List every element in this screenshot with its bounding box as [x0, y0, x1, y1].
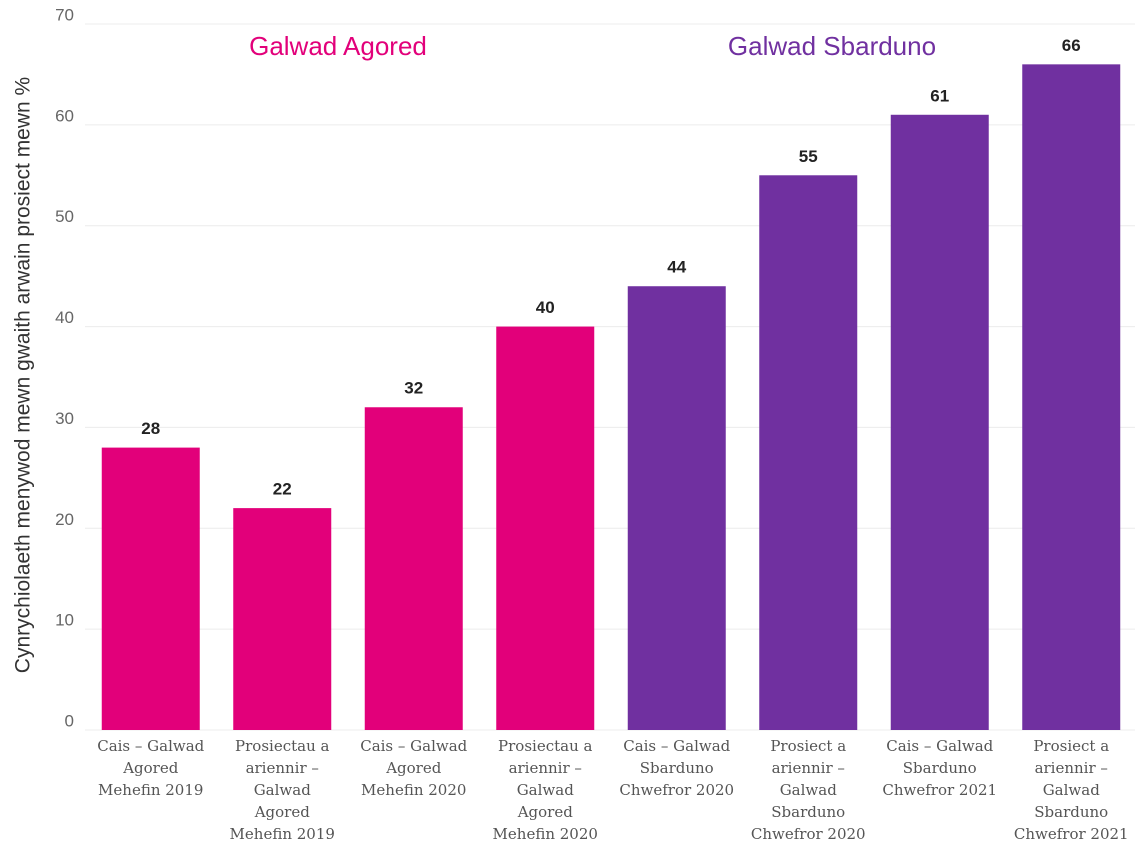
y-tick-label: 50 — [55, 207, 74, 226]
x-tick-label: Agored — [122, 759, 179, 777]
x-tick-label: Sbarduno — [1034, 803, 1108, 821]
y-tick-label: 30 — [55, 409, 74, 428]
x-tick-label: ariennir – — [772, 759, 845, 777]
x-tick-label: Cais – Galwad — [360, 737, 467, 755]
value-label: 61 — [930, 86, 949, 105]
x-tick-label: Agored — [385, 759, 442, 777]
x-tick-label: Mehefin 2020 — [361, 781, 466, 799]
x-tick-label: Cais – Galwad — [97, 737, 204, 755]
bar — [1022, 64, 1121, 731]
bar — [233, 508, 332, 730]
x-tick-label: Prosiectau a — [498, 737, 592, 755]
x-tick-label: Sbarduno — [903, 759, 977, 777]
y-tick-label: 10 — [55, 611, 74, 630]
annotation: Galwad Sbarduno — [728, 31, 936, 61]
x-tick-label: Mehefin 2019 — [230, 825, 335, 843]
bar — [759, 175, 858, 731]
x-tick-label: Sbarduno — [771, 803, 845, 821]
x-tick-label: Galwad — [254, 781, 312, 799]
x-tick-label: Chwefror 2020 — [751, 825, 866, 843]
x-tick-label: Chwefror 2021 — [1014, 825, 1129, 843]
y-tick-label: 60 — [55, 106, 74, 125]
x-tick-label: Galwad — [1043, 781, 1101, 799]
value-label: 55 — [799, 147, 818, 166]
bar — [627, 286, 726, 730]
x-tick-label: Agored — [254, 803, 311, 821]
x-tick-label: Cais – Galwad — [623, 737, 730, 755]
x-tick-label: Agored — [517, 803, 574, 821]
value-label: 44 — [667, 258, 686, 277]
annotation: Galwad Agored — [249, 31, 427, 61]
x-tick-label: Mehefin 2019 — [98, 781, 203, 799]
x-tick-label: ariennir – — [1035, 759, 1108, 777]
value-label: 40 — [536, 298, 555, 317]
x-tick-label: Sbarduno — [640, 759, 714, 777]
bar — [496, 326, 595, 730]
y-tick-label: 0 — [65, 711, 74, 730]
x-tick-label: Galwad — [780, 781, 838, 799]
bar — [364, 407, 463, 730]
x-tick-label: Cais – Galwad — [886, 737, 993, 755]
x-tick-label: Chwefror 2021 — [882, 781, 997, 799]
x-tick-label: Prosiectau a — [235, 737, 329, 755]
value-label: 66 — [1062, 36, 1081, 55]
x-tick-label: Prosiect a — [1033, 737, 1109, 755]
value-label: 28 — [141, 419, 160, 438]
bar — [101, 447, 200, 730]
x-tick-label: Galwad — [517, 781, 575, 799]
y-axis-label: Cynrychiolaeth menywod mewn gwaith arwai… — [12, 77, 35, 673]
x-tick-label: ariennir – — [509, 759, 582, 777]
y-tick-label: 40 — [55, 308, 74, 327]
value-label: 22 — [273, 480, 292, 499]
bar — [890, 114, 989, 731]
y-tick-label: 70 — [55, 5, 74, 24]
x-tick-label: Mehefin 2020 — [493, 825, 598, 843]
x-tick-label: ariennir – — [246, 759, 319, 777]
x-tick-label: Prosiect a — [770, 737, 846, 755]
y-tick-label: 20 — [55, 510, 74, 529]
value-label: 32 — [404, 379, 423, 398]
x-tick-label: Chwefror 2020 — [619, 781, 734, 799]
